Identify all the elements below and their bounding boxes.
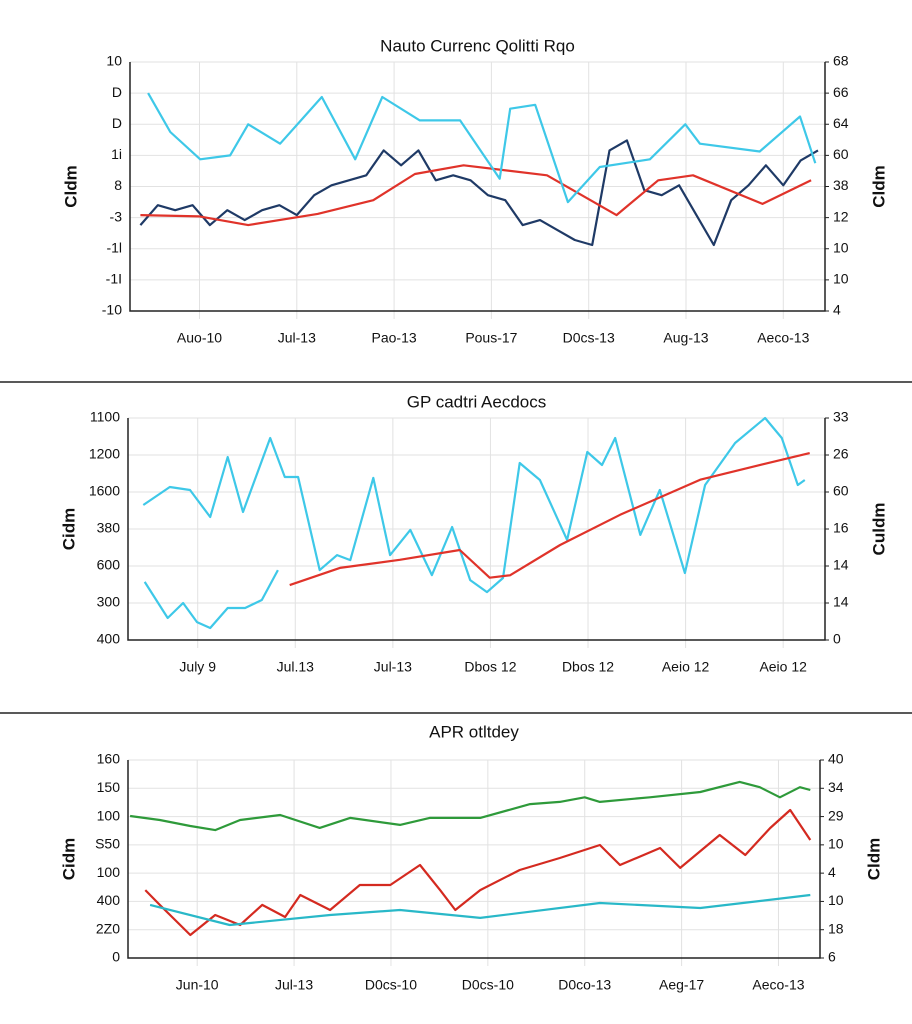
y2-tick-label: 0 [833, 631, 841, 647]
y-tick-label: 300 [97, 594, 121, 610]
y-tick-label: 600 [97, 557, 121, 573]
x-tick-label: Aeco-13 [757, 330, 809, 346]
x-tick-label: Jul-13 [275, 977, 313, 993]
y2-axis-label: Culdm [869, 503, 888, 556]
y2-tick-label: 40 [828, 751, 844, 767]
x-tick-label: Aeio 12 [759, 659, 807, 675]
y2-tick-label: 14 [833, 594, 849, 610]
data-line [142, 416, 806, 594]
y2-tick-label: 34 [828, 779, 844, 795]
y-tick-label: 1100 [90, 409, 120, 425]
y2-tick-label: 10 [833, 271, 849, 287]
y2-tick-label: 26 [833, 446, 849, 462]
y-tick-label: -1I [106, 271, 122, 287]
x-tick-label: Pous-17 [465, 330, 517, 346]
x-tick-label: Jun-10 [176, 977, 219, 993]
data-line [289, 452, 810, 587]
axis-frame [127, 760, 821, 959]
data-line [129, 780, 811, 832]
x-tick-label: Auo-10 [177, 330, 222, 346]
x-tick-label: D0cs-10 [462, 977, 514, 993]
y-tick-label: 0 [112, 949, 120, 965]
x-tick-label: D0cs-10 [365, 977, 417, 993]
y2-tick-label: 29 [828, 807, 844, 823]
y2-tick-label: 64 [833, 115, 849, 131]
y-tick-label: D [112, 115, 122, 131]
y-axis-label: Cidm [59, 838, 78, 881]
data-line [147, 92, 817, 204]
y2-tick-label: 4 [828, 864, 836, 880]
y-tick-label: 1600 [89, 483, 120, 499]
y2-axis-label: Cldm [864, 838, 883, 881]
x-tick-label: Pao-13 [372, 330, 417, 346]
x-tick-label: Jul-13 [374, 659, 412, 675]
y-tick-label: 8 [114, 177, 122, 193]
y-tick-label: -1l [106, 239, 122, 255]
y2-tick-label: 16 [833, 520, 849, 536]
y2-tick-label: 10 [828, 836, 844, 852]
y-tick-label: 400 [97, 892, 121, 908]
y2-tick-label: 66 [833, 84, 849, 100]
x-tick-label: Dbos 12 [464, 659, 516, 675]
y2-tick-label: 12 [833, 208, 849, 224]
y-tick-label: 160 [97, 751, 121, 767]
x-tick-label: Aeco-13 [752, 977, 804, 993]
y-tick-label: 380 [97, 520, 121, 536]
y-tick-label: D [112, 84, 122, 100]
y2-tick-label: 68 [833, 53, 849, 69]
y-axis-label: Cidm [59, 508, 78, 551]
y-axis-label: Cldm [61, 165, 80, 208]
y2-tick-label: 6 [828, 949, 836, 965]
y2-tick-label: 18 [828, 920, 844, 936]
y-tick-label: 400 [97, 631, 121, 647]
y-tick-label: 150 [97, 779, 121, 795]
y-tick-label: -3 [110, 208, 123, 224]
x-tick-label: Dbos 12 [562, 659, 614, 675]
y-tick-label: 100 [97, 864, 121, 880]
data-line [140, 164, 812, 227]
data-line [149, 893, 811, 927]
chart-title: GP cadtri Aecdocs [407, 392, 547, 411]
chart-title: APR otltdey [429, 722, 519, 741]
y2-tick-label: 14 [833, 557, 849, 573]
x-tick-label: Jul-13 [278, 330, 316, 346]
x-tick-label: Jul.13 [277, 659, 315, 675]
y-tick-label: -10 [102, 302, 122, 318]
y-tick-label: 1200 [89, 446, 120, 462]
y2-tick-label: 4 [833, 302, 841, 318]
y-tick-label: 1i [111, 146, 122, 162]
y2-tick-label: 10 [828, 892, 844, 908]
x-tick-label: Aug-13 [663, 330, 708, 346]
y2-tick-label: 60 [833, 483, 849, 499]
x-tick-label: D0co-13 [558, 977, 611, 993]
data-line [143, 569, 279, 630]
y-tick-label: S50 [95, 836, 120, 852]
axis-frame [129, 62, 826, 312]
y2-tick-label: 10 [833, 239, 849, 255]
y2-tick-label: 33 [833, 409, 849, 425]
x-tick-label: Aeg-17 [659, 977, 704, 993]
data-line [139, 139, 819, 247]
axis-frame [127, 418, 826, 641]
y2-tick-label: 60 [833, 146, 849, 162]
y2-axis-label: Cldm [869, 165, 888, 208]
x-tick-label: Aeio 12 [662, 659, 710, 675]
x-tick-label: July 9 [179, 659, 216, 675]
chart-title: Nauto Currenc Qolitti Rqo [380, 36, 575, 55]
y-tick-label: 100 [97, 807, 121, 823]
x-tick-label: D0cs-13 [563, 330, 615, 346]
y-tick-label: 10 [106, 53, 122, 69]
data-line [144, 808, 812, 937]
y2-tick-label: 38 [833, 177, 849, 193]
y-tick-label: 2Z0 [96, 920, 120, 936]
